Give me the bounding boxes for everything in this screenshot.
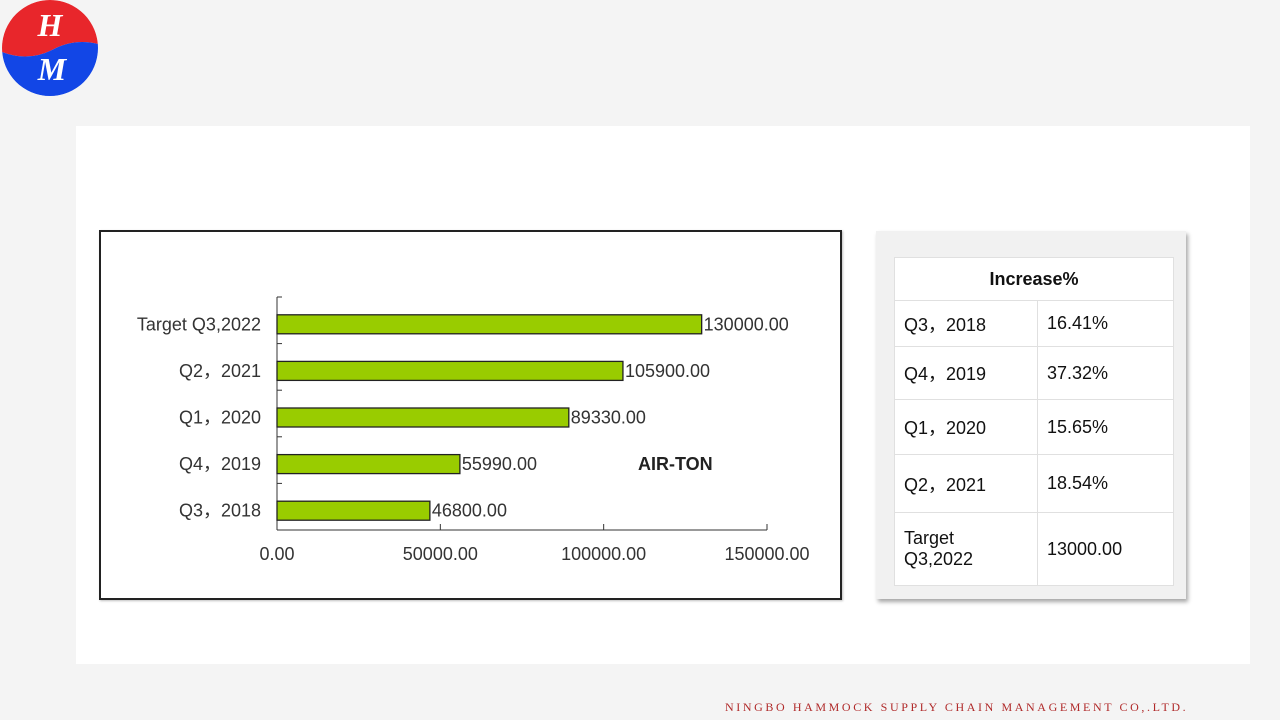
table-row: Q2，2021 18.54% xyxy=(894,454,1174,513)
x-tick-label: 100000.00 xyxy=(561,544,646,564)
category-label: Q1，2020 xyxy=(179,408,261,428)
bar xyxy=(276,314,703,335)
table-header: Increase% xyxy=(894,257,1174,301)
bar-value-label: 55990.00 xyxy=(462,454,537,474)
increase-table-card: Increase% Q3，2018 16.41% Q4，2019 37.32% … xyxy=(876,231,1186,599)
bar xyxy=(276,360,624,382)
bar xyxy=(276,407,570,428)
value-cell: 13000.00 xyxy=(1037,512,1174,586)
bar xyxy=(276,453,461,475)
table-row: Q3，2018 16.41% xyxy=(894,300,1174,347)
period-cell: Q2，2021 xyxy=(894,454,1038,513)
table-row: Q1，2020 15.65% xyxy=(894,399,1174,455)
bar-value-label: 46800.00 xyxy=(432,501,507,521)
period-cell: Q1，2020 xyxy=(894,399,1038,455)
bar-value-label: 89330.00 xyxy=(571,408,646,428)
value-cell: 15.65% xyxy=(1037,399,1174,455)
table-row: Target Q3,2022 13000.00 xyxy=(894,512,1174,586)
period-cell: Q4，2019 xyxy=(894,346,1038,400)
increase-table: Increase% Q3，2018 16.41% Q4，2019 37.32% … xyxy=(894,257,1174,586)
table-row: Q4，2019 37.32% xyxy=(894,346,1174,400)
logo-letter-m: M xyxy=(37,51,68,87)
logo-letter-h: H xyxy=(37,7,64,43)
bar-chart: 0.00 50000.00 100000.00 150000.00 46800.00 Q3… xyxy=(99,230,842,600)
category-label: Q3，2018 xyxy=(179,501,261,521)
bar-value-label: 105900.00 xyxy=(625,361,710,381)
period-cell: Target Q3,2022 xyxy=(894,512,1038,586)
category-label: Target Q3,2022 xyxy=(137,314,261,334)
bar-chart-canvas: 0.00 50000.00 100000.00 150000.00 46800.00 Q3… xyxy=(137,296,810,564)
value-cell: 16.41% xyxy=(1037,300,1174,347)
company-logo: H M xyxy=(2,0,98,96)
value-cell: 37.32% xyxy=(1037,346,1174,400)
bar xyxy=(276,500,431,521)
category-label: Q2，2021 xyxy=(179,361,261,381)
x-tick-label: 50000.00 xyxy=(403,544,478,564)
x-tick-label: 0.00 xyxy=(259,544,294,564)
value-cell: 18.54% xyxy=(1037,454,1174,513)
category-label: Q4，2019 xyxy=(179,454,261,474)
table-header-row: Increase% xyxy=(894,257,1174,301)
period-cell: Q3，2018 xyxy=(894,300,1038,347)
chart-annotation: AIR-TON xyxy=(638,454,713,474)
company-footer: NINGBO HAMMOCK SUPPLY CHAIN MANAGEMENT C… xyxy=(725,700,1189,714)
bar-value-label: 130000.00 xyxy=(704,314,789,334)
x-tick-label: 150000.00 xyxy=(724,544,809,564)
